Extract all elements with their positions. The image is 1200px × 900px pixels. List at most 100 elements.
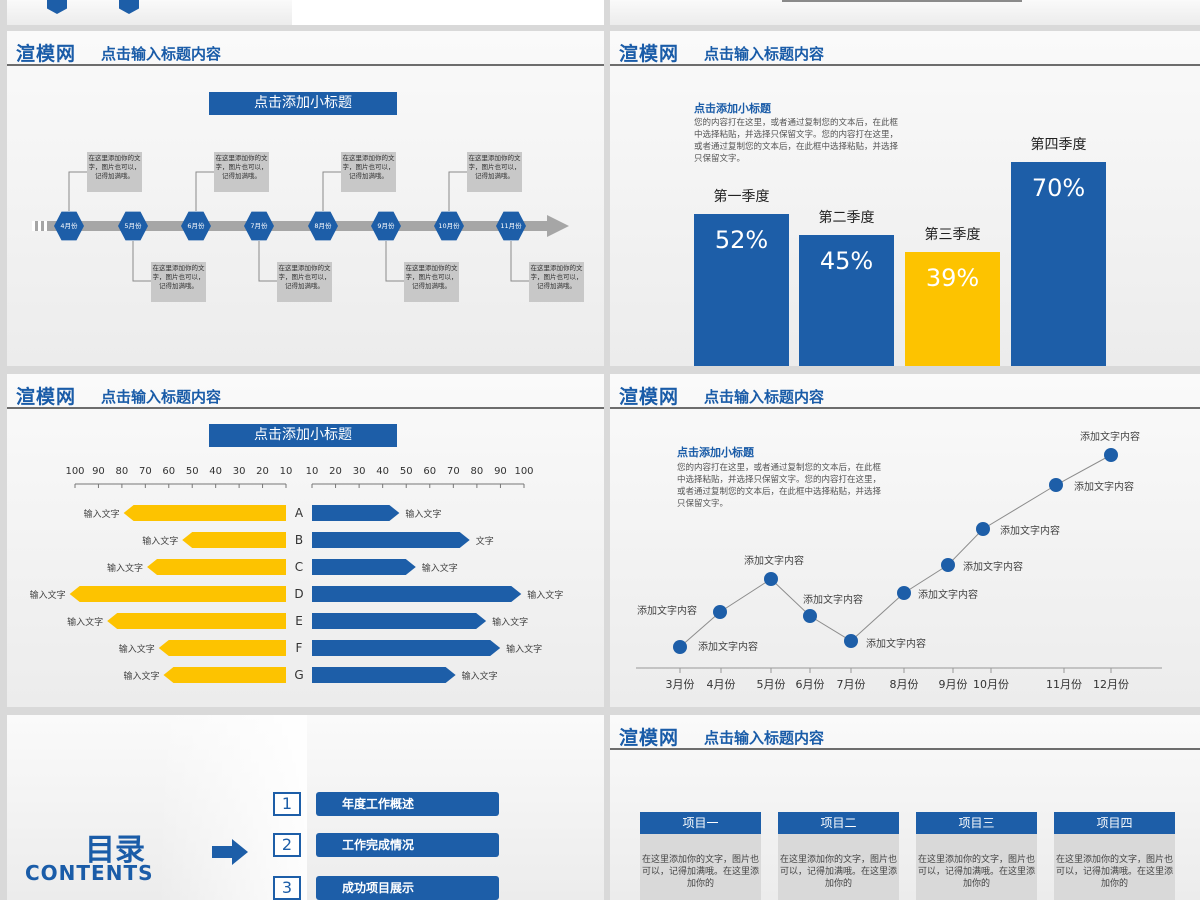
right-bar [312, 559, 416, 575]
month-label: 6月份 [795, 678, 825, 691]
month-node: 4月份 [54, 211, 84, 241]
right-bar-label: 输入文字 [492, 618, 529, 628]
title-underline [610, 64, 1200, 66]
right-bar [312, 613, 487, 629]
sub-heading: 点击添加小标题 [694, 102, 771, 115]
brand-logo: 渲模网 [619, 386, 680, 408]
slide-partial-top-left [7, 0, 604, 25]
title-underline [610, 748, 1200, 750]
left-bar-label: 输入文字 [83, 510, 120, 520]
toc-item-1[interactable]: 年度工作概述 [316, 792, 499, 816]
timeline-dash [38, 221, 41, 231]
connector-line [68, 171, 87, 211]
brand-logo: 渲模网 [16, 386, 77, 408]
connector-line [195, 171, 214, 211]
tick-label: 20 [256, 466, 269, 477]
slide-projects[interactable]: 渲模网 点击输入标题内容 项目一 在这里添加你的文字，图片也可以，记得加满哦。在… [610, 715, 1200, 900]
quarter-label: 第四季度 [1030, 137, 1087, 153]
category-label: A [294, 506, 304, 520]
tick-label: 90 [494, 466, 507, 477]
note-box: 在这里添加你的文字，图片也可以，记得加满哦。 [529, 262, 584, 302]
category-label: G [294, 668, 304, 682]
toc-title: 目录 [85, 833, 145, 868]
month-label: 9月份 [938, 678, 968, 691]
project-body-3: 在这里添加你的文字，图片也可以，记得加满哦。在这里添加你的 [916, 834, 1037, 900]
description-text: 您的内容打在这里，或者通过复制您的文本后，在此框中选择粘贴，并选择只保留文字。您… [677, 463, 882, 509]
quarter-bars: 52% 第一季度 45% 第二季度 39% 第三季度 70% 第四季度 [610, 31, 1200, 366]
right-bar-label: 输入文字 [527, 591, 564, 601]
toc-item-2[interactable]: 工作完成情况 [316, 833, 499, 857]
toc-number-2: 2 [273, 833, 301, 857]
slide-toc[interactable]: 目录 CONTENTS 1 年度工作概述 2 工作完成情况 3 成功项目展示 [7, 715, 604, 900]
arrow-right-icon [212, 839, 248, 869]
tick-label: 60 [162, 466, 176, 477]
tick-label: 100 [514, 466, 534, 477]
brand-logo: 渲模网 [619, 727, 680, 749]
slide-title: 点击输入标题内容 [704, 45, 825, 63]
slide-partial-top-right [610, 0, 1200, 25]
tick-label: 50 [399, 466, 413, 477]
data-point [897, 586, 911, 600]
line-labels: 3月份 4月份 5月份 6月份 7月份 8月份 9月份 10月份 11月份 12月份 添加文字内容添… [610, 374, 1200, 707]
month-label: 11月份 [1046, 678, 1082, 691]
brand-logo: 渲模网 [16, 43, 77, 65]
timeline-dash [32, 221, 35, 231]
slide-butterfly[interactable]: 渲模网 点击输入标题内容 点击添加小标题 100 90 80 70 60 50 40 30 20… [7, 374, 604, 707]
month-node: 9月份 [371, 211, 401, 241]
data-point [844, 634, 858, 648]
slide-quarters[interactable]: 渲模网 点击输入标题内容 点击添加小标题 您的内容打在这里，或者通过复制您的文本… [610, 31, 1200, 366]
divider [782, 0, 1022, 2]
tick-label: 10 [279, 466, 293, 477]
slide-timeline[interactable]: 渲模网 点击输入标题内容 点击添加小标题 4月份 在这里添加你的文字，图片也可以，… [7, 31, 604, 366]
slide-title: 点击输入标题内容 [101, 45, 222, 63]
connector-line [132, 241, 151, 282]
note-box: 在这里添加你的文字，图片也可以，记得加满哦。 [87, 152, 142, 192]
timeline-axis [32, 221, 552, 231]
month-label: 5月份 [756, 678, 786, 691]
tick-label: 100 [65, 466, 85, 477]
tick-label: 30 [232, 466, 246, 477]
tick-label: 70 [446, 466, 460, 477]
month-node: 7月份 [244, 211, 274, 241]
quarter-label: 第一季度 [713, 189, 770, 205]
toc-item-3[interactable]: 成功项目展示 [316, 876, 499, 900]
right-bar-label: 输入文字 [405, 510, 442, 520]
hexagon-icon [47, 0, 67, 14]
left-bar-label: 输入文字 [67, 618, 104, 628]
tick-label: 70 [138, 466, 152, 477]
tick-label: 40 [209, 466, 223, 477]
right-bar-label: 输入文字 [461, 672, 498, 682]
note-box: 在这里添加你的文字，图片也可以，记得加满哦。 [467, 152, 522, 192]
quarter-bar: 39% [905, 252, 1000, 366]
right-bar [312, 586, 522, 602]
data-point [941, 558, 955, 572]
tick-label: 40 [376, 466, 390, 477]
category-label: B [294, 533, 304, 547]
left-bar-label: 输入文字 [118, 645, 155, 655]
quarter-label: 第二季度 [818, 210, 875, 226]
connector-line [322, 171, 341, 211]
connector-line [385, 241, 404, 282]
connector-line [510, 241, 529, 282]
data-point [1049, 478, 1063, 492]
project-body-2: 在这里添加你的文字，图片也可以，记得加满哦。在这里添加你的 [778, 834, 899, 900]
title-underline [610, 407, 1200, 409]
point-label: 添加文字内容 [1080, 432, 1140, 443]
left-bar-label: 输入文字 [142, 537, 179, 547]
left-bar [158, 640, 286, 656]
timeline-arrow [547, 215, 569, 237]
point-label: 添加文字内容 [1074, 482, 1134, 493]
month-node: 10月份 [434, 211, 464, 241]
hexagon-icon [119, 0, 139, 14]
month-label: 8月份 [889, 678, 919, 691]
left-bar [123, 505, 286, 521]
month-node: 11月份 [496, 211, 526, 241]
slide-linechart[interactable]: 渲模网 点击输入标题内容 点击添加小标题 您的内容打在这里，或者通过复制您的文本… [610, 374, 1200, 707]
sub-heading: 点击添加小标题 [677, 446, 754, 459]
tick-label: 10 [305, 466, 319, 477]
data-point [764, 572, 778, 586]
toc-number-1: 1 [273, 792, 301, 816]
quarter-label: 第三季度 [924, 227, 981, 243]
white-panel [292, 0, 604, 25]
point-label: 添加文字内容 [637, 606, 697, 617]
